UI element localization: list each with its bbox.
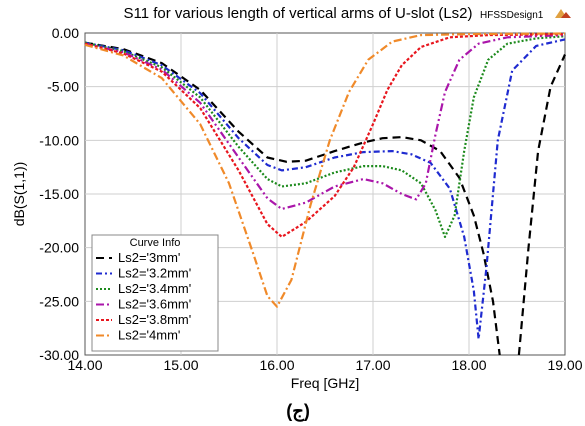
series-line: [84, 33, 566, 238]
legend-entry: Ls2='3mm': [118, 250, 180, 265]
legend-box: [91, 234, 219, 352]
series-line: [84, 35, 566, 238]
x-axis-label: Freq [GHz]: [291, 375, 359, 391]
series-line: [84, 41, 567, 356]
series-lines: [84, 32, 567, 356]
x-tick-label: 19.00: [547, 357, 582, 373]
legend-title: Curve Info: [130, 237, 181, 249]
legend-entry: Ls2='3.6mm': [118, 297, 191, 312]
y-tick-label: -5.00: [47, 79, 79, 95]
design-logo-icon: [555, 9, 571, 18]
legend-entry: Ls2='4mm': [118, 328, 180, 343]
x-tick-label: 18.00: [451, 357, 486, 373]
legend-entry: Ls2='3.2mm': [118, 266, 191, 281]
y-tick-label: -15.00: [39, 186, 79, 202]
series-line: [84, 32, 566, 308]
x-tick-label: 16.00: [259, 357, 294, 373]
x-tick-label: 14.00: [67, 357, 102, 373]
y-tick-label: -10.00: [39, 132, 79, 148]
x-tick-label: 17.00: [355, 357, 390, 373]
y-tick-label: -20.00: [39, 240, 79, 256]
design-name-label: HFSSDesign1: [480, 10, 544, 21]
legend-entry: Ls2='3.4mm': [118, 281, 191, 296]
figure-caption: (ج): [286, 401, 310, 422]
legend: Curve Info Ls2='3mm'Ls2='3.2mm'Ls2='3.4m…: [91, 234, 219, 352]
series-line: [84, 38, 566, 340]
x-tick-label: 15.00: [163, 357, 198, 373]
y-tick-label: -30.00: [39, 347, 79, 363]
legend-entry: Ls2='3.8mm': [118, 312, 191, 327]
y-tick-label: -25.00: [39, 293, 79, 309]
chart-title: S11 for various length of vertical arms …: [123, 5, 472, 22]
series-line: [84, 34, 566, 211]
tick-labels: 14.00 15.00 16.00 17.00 18.00 19.00 0.00 -5.00 -…: [39, 25, 582, 373]
y-axis-label: dB(S(1,1)): [11, 162, 27, 227]
y-tick-label: 0.00: [52, 25, 79, 41]
